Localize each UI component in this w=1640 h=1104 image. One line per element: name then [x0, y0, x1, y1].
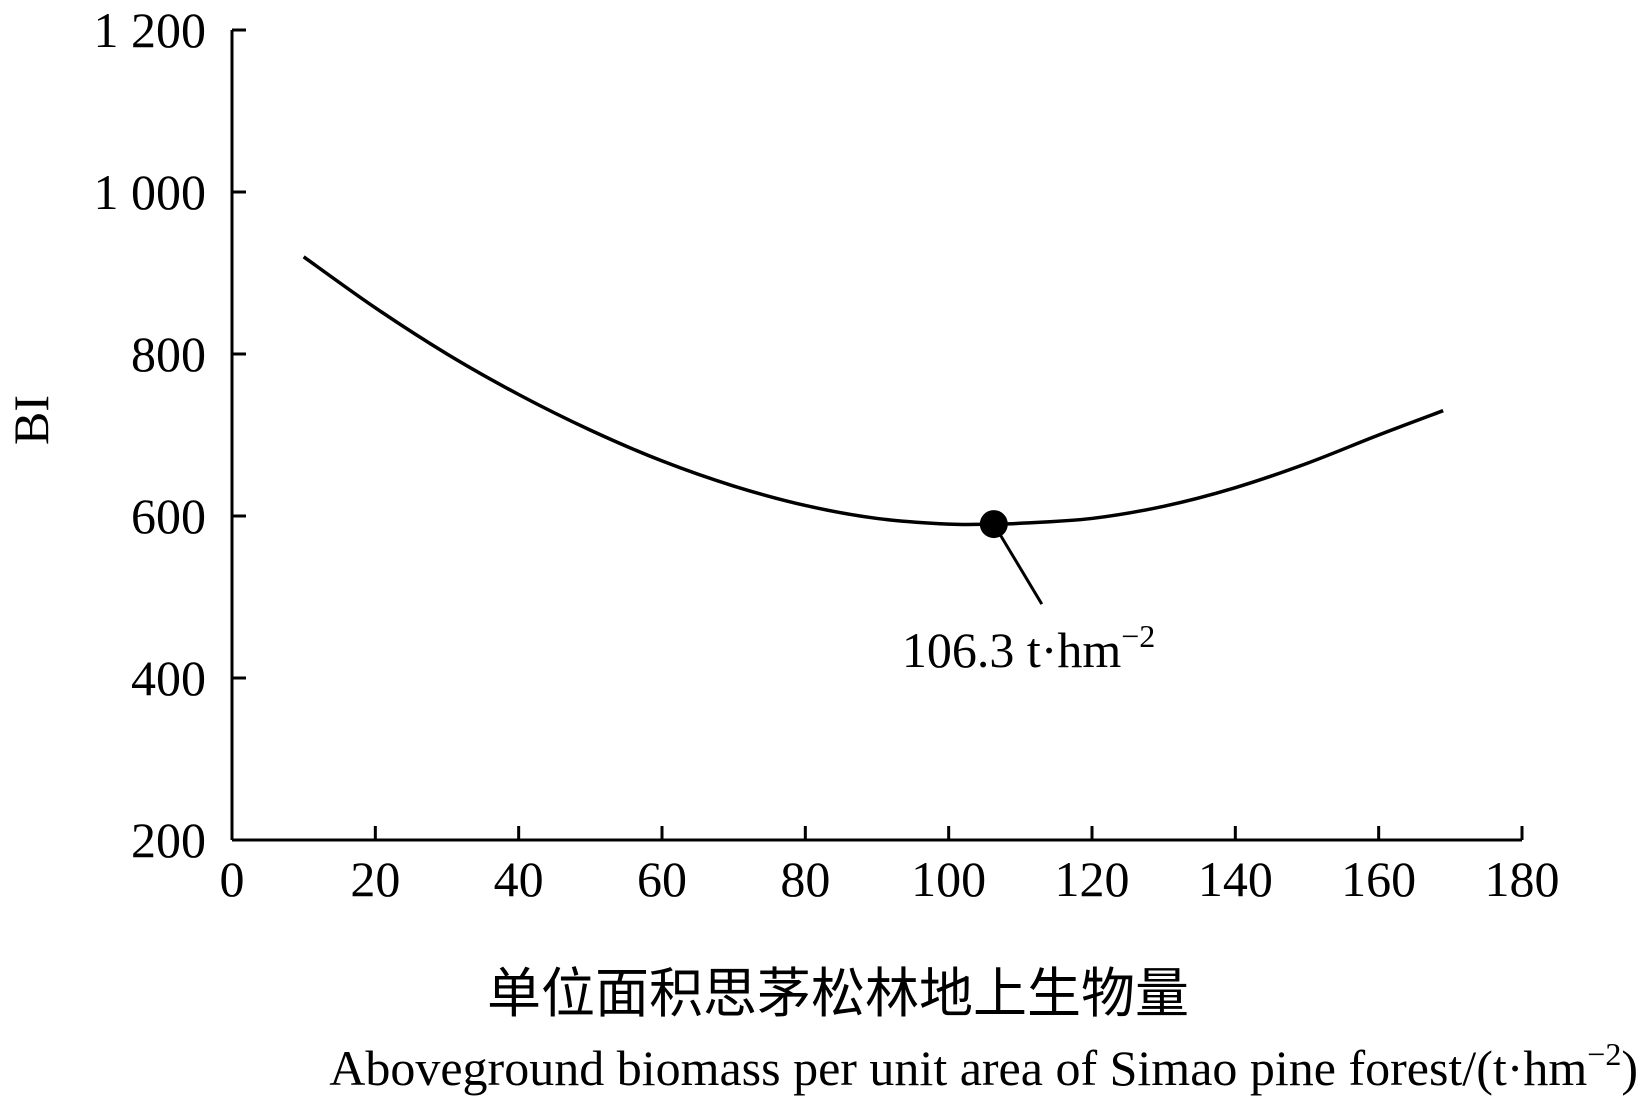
y-tick-label: 400 — [131, 650, 206, 706]
x-tick-label: 100 — [911, 851, 986, 907]
x-tick-label: 140 — [1198, 851, 1273, 907]
x-tick-label: 160 — [1341, 851, 1416, 907]
annotation-label: 106.3 t·hm−2 — [902, 618, 1155, 678]
x-axis-label-en: Aboveground biomass per unit area of Sim… — [329, 1036, 1638, 1096]
axes — [230, 30, 1522, 842]
x-tick-label: 20 — [350, 851, 400, 907]
x-axis-label-cn: 单位面积思茅松林地上生物量 — [487, 962, 1189, 1025]
annotation-leader-line — [992, 523, 1044, 605]
y-tick-label: 800 — [131, 326, 206, 382]
x-axis-label-en-sup: −2 — [1587, 1036, 1621, 1072]
x-tick-label: 180 — [1485, 851, 1560, 907]
annotation-label-sup: −2 — [1121, 618, 1155, 654]
plot-area: 106.3 t·hm−2 — [302, 255, 1444, 678]
x-tick-label: 40 — [494, 851, 544, 907]
series-line — [302, 255, 1444, 527]
x-axis-label-en-close: ) — [1621, 1040, 1638, 1096]
x-tick-label: 120 — [1055, 851, 1130, 907]
y-tick-label: 1 200 — [94, 2, 207, 58]
y-tick-label: 200 — [131, 812, 206, 868]
x-tick-label: 80 — [780, 851, 830, 907]
x-tick-label: 0 — [220, 851, 245, 907]
annotation-label-main: 106.3 t·hm — [902, 622, 1122, 678]
x-tick-label: 60 — [637, 851, 687, 907]
y-tick-label: 600 — [131, 488, 206, 544]
x-axis-label-en-main: Aboveground biomass per unit area of Sim… — [329, 1040, 1587, 1096]
y-ticks: 200 400 600 800 1 000 1 200 — [94, 2, 246, 868]
y-tick-label: 1 000 — [94, 164, 207, 220]
minimum-point-marker — [979, 510, 1008, 539]
x-ticks: 0 20 40 60 80 100 120 140 160 180 — [220, 826, 1560, 907]
y-axis-label: BI — [3, 395, 59, 445]
